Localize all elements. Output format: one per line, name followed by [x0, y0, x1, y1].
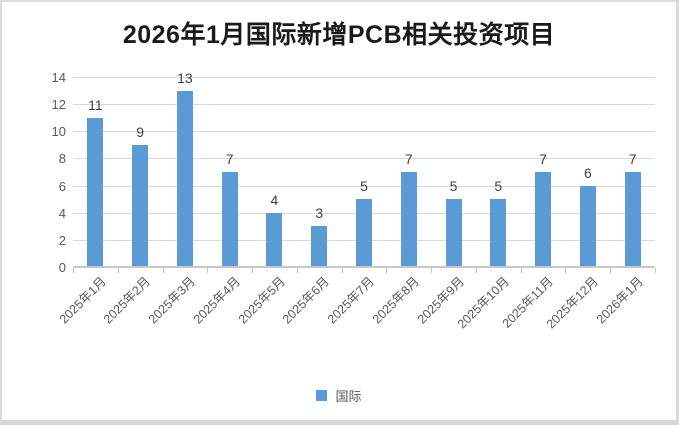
bar: [311, 226, 328, 266]
x-axis-category-label: 2025年5月: [235, 274, 288, 327]
x-axis-category-label: 2025年7月: [325, 274, 378, 327]
x-axis-category-label: 2025年6月: [280, 274, 333, 327]
x-axis-tick: [431, 268, 433, 273]
gridline: [73, 185, 655, 187]
legend: 国际: [2, 386, 676, 405]
x-axis-tick: [252, 268, 254, 273]
plot-area: 0 2 4 6 8 10 12 14 11 2025年1月 9 2025年2月 13 2025年3月 7 20…: [2, 2, 676, 420]
bar: [445, 199, 462, 266]
bar: [266, 212, 283, 266]
bar: [87, 117, 104, 266]
x-axis-category-label: 2025年2月: [101, 274, 154, 327]
bar-value-label: 3: [315, 205, 324, 222]
x-axis-tick: [162, 268, 164, 273]
legend-label: 国际: [335, 389, 362, 404]
x-axis-category-label: 2025年4月: [190, 274, 243, 327]
x-axis-tick: [520, 268, 522, 273]
bar: [535, 172, 552, 266]
y-axis-tick-label: 12: [51, 97, 66, 113]
bar: [176, 90, 193, 266]
x-axis-tick: [610, 268, 612, 273]
bar: [221, 172, 238, 266]
gridline: [73, 104, 655, 106]
bar-value-label: 5: [449, 178, 458, 195]
bar: [490, 199, 507, 266]
legend-swatch-icon: [316, 390, 328, 401]
y-axis-tick-label: 6: [58, 178, 66, 194]
y-axis-tick-label: 4: [58, 205, 66, 221]
bar-value-label: 7: [404, 151, 413, 167]
bar: [132, 144, 149, 266]
bar: [356, 199, 372, 266]
gridline: [73, 77, 655, 78]
bar-value-label: 11: [88, 96, 103, 113]
x-axis-category-label: 2025年3月: [145, 274, 199, 327]
bar-value-label: 13: [177, 69, 193, 86]
x-axis-tick: [296, 268, 298, 273]
bar-value-label: 6: [583, 164, 592, 181]
x-axis-tick: [207, 268, 209, 273]
bar: [624, 172, 641, 266]
bar-value-label: 7: [225, 151, 234, 167]
x-axis-tick: [475, 268, 477, 273]
x-axis-tick: [655, 268, 656, 273]
x-axis-tick: [73, 268, 74, 273]
y-axis-tick-label: 14: [51, 70, 66, 85]
bar-value-label: 9: [136, 123, 145, 140]
bar: [579, 185, 596, 266]
x-axis-category-label: 2025年8月: [369, 274, 422, 327]
x-axis-line: [73, 266, 655, 268]
x-axis-tick: [386, 268, 388, 273]
bar-value-label: 4: [270, 191, 279, 208]
bar-value-label: 5: [494, 178, 503, 195]
x-axis-category-label: 2025年1月: [56, 274, 109, 327]
bar-value-label: 5: [360, 178, 368, 195]
chart-title: 2026年1月国际新增PCB相关投资项目: [122, 21, 556, 49]
x-axis-category-label: 2026年1月: [593, 274, 646, 327]
x-axis-tick: [565, 268, 567, 273]
gridline: [73, 158, 655, 160]
y-axis-tick-label: 8: [58, 151, 66, 167]
y-axis-tick-label: 10: [51, 124, 66, 140]
bar-value-label: 7: [539, 151, 547, 167]
y-axis-tick-label: 2: [58, 232, 66, 248]
bar: [400, 172, 417, 266]
x-axis-tick: [341, 268, 343, 273]
bar-value-label: 7: [628, 151, 637, 167]
gridline: [73, 131, 655, 133]
y-axis-tick-label: 0: [58, 260, 66, 275]
x-axis-tick: [117, 268, 119, 273]
